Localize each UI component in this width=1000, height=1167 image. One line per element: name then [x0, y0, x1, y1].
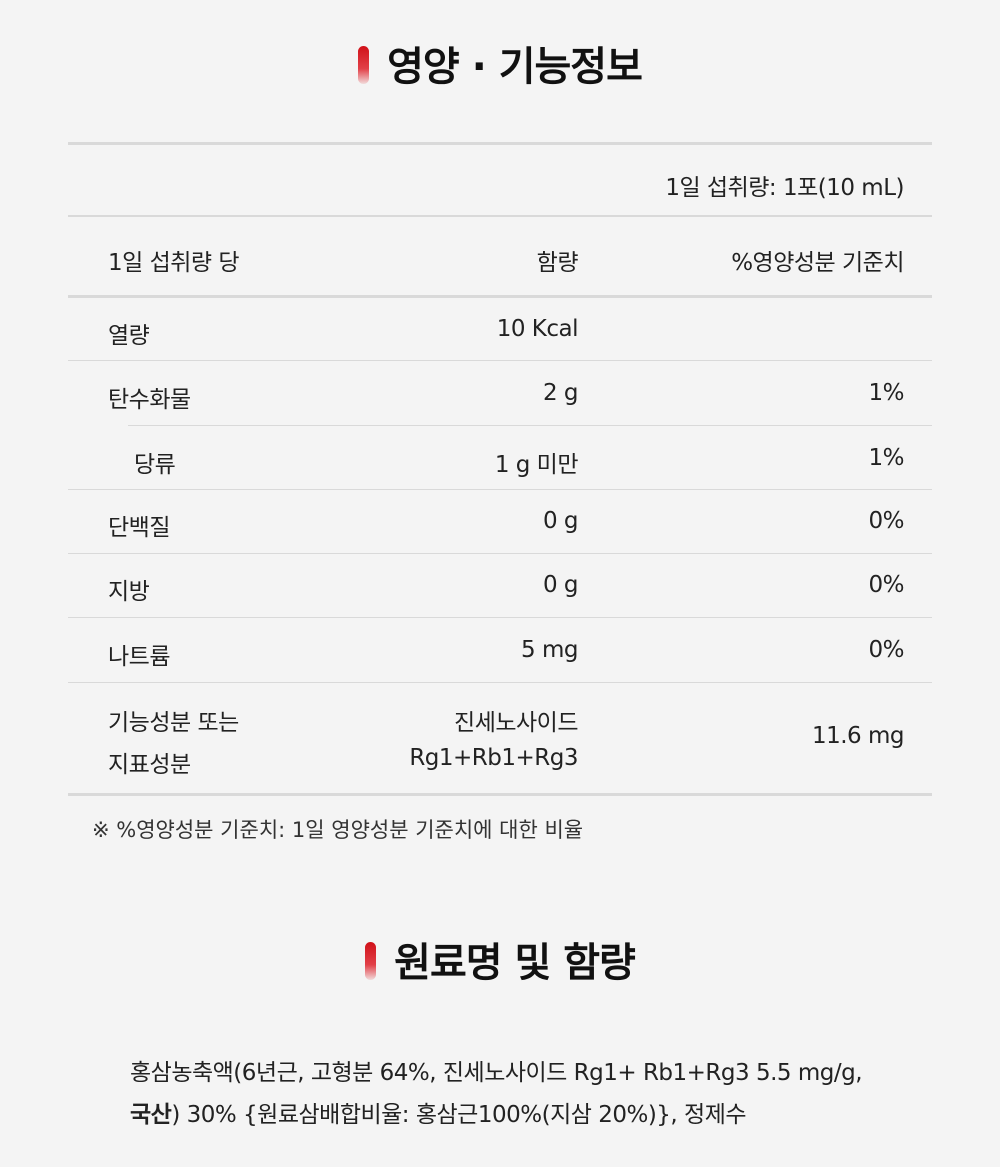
ingredients-line-1: 홍삼농축액(6년근, 고형분 64%, 진세노사이드 Rg1+ Rb1+Rg3 … — [130, 1060, 863, 1086]
row-amount: 1 g 미만 — [494, 452, 579, 478]
row-name: 열량 — [108, 323, 150, 349]
row-amount: 2 g — [542, 380, 579, 406]
row-amount: 5 mg — [521, 637, 578, 663]
functional-name-2: 지표성분 — [108, 752, 191, 778]
functional-amount-1: 진세노사이드 — [454, 710, 578, 736]
table-footnote: ※ %영양성분 기준치: 1일 영양성분 기준치에 대한 비율 — [92, 818, 584, 842]
row-amount: 10 Kcal — [496, 316, 579, 342]
row-name: 지방 — [108, 579, 150, 605]
ingredients-line-2-rest: ) 30% {원료삼배합비율: 홍삼근100%(지삼 20%)}, 정제수 — [171, 1102, 747, 1128]
row-percent: 0% — [868, 637, 905, 663]
section-title-text: 영양 · 기능정보 — [387, 44, 643, 90]
divider — [68, 295, 932, 298]
row-amount: 0 g — [542, 572, 579, 598]
divider — [68, 682, 932, 683]
ingredients-text: 홍삼농축액(6년근, 고형분 64%, 진세노사이드 Rg1+ Rb1+Rg3 … — [130, 1052, 930, 1136]
row-amount: 0 g — [542, 508, 579, 534]
divider — [68, 142, 932, 145]
header-percent: %영양성분 기준치 — [731, 250, 904, 276]
row-name: 탄수화물 — [108, 387, 191, 413]
header-amount: 함량 — [536, 250, 579, 276]
section-title-text: 원료명 및 함량 — [394, 940, 636, 986]
divider — [128, 425, 932, 426]
functional-value: 11.6 mg — [811, 723, 905, 749]
row-name: 단백질 — [108, 515, 170, 541]
title-accent-bar — [365, 942, 377, 980]
divider — [68, 489, 932, 490]
ingredients-line-2: 국산) 30% {원료삼배합비율: 홍삼근100%(지삼 20%)}, 정제수 — [130, 1094, 930, 1136]
divider — [68, 617, 932, 618]
origin-bold: 국산 — [130, 1102, 172, 1128]
row-name: 당류 — [134, 452, 176, 478]
row-percent: 1% — [868, 380, 905, 406]
row-name: 나트륨 — [108, 644, 170, 670]
row-percent: 1% — [868, 445, 905, 471]
serving-size: 1일 섭취량: 1포(10 mL) — [665, 175, 904, 201]
header-per-serving: 1일 섭취량 당 — [108, 250, 240, 276]
divider — [68, 360, 932, 361]
section-title-nutrition: 영양 · 기능정보 — [0, 34, 1000, 92]
row-percent: 0% — [868, 508, 905, 534]
title-accent-bar — [358, 46, 370, 84]
divider — [68, 793, 932, 796]
divider — [68, 215, 932, 217]
section-title-ingredients: 원료명 및 함량 — [0, 930, 1000, 988]
divider — [68, 553, 932, 554]
row-percent: 0% — [868, 572, 905, 598]
functional-name-1: 기능성분 또는 — [108, 710, 239, 736]
functional-amount-2: Rg1+Rb1+Rg3 — [409, 745, 578, 771]
